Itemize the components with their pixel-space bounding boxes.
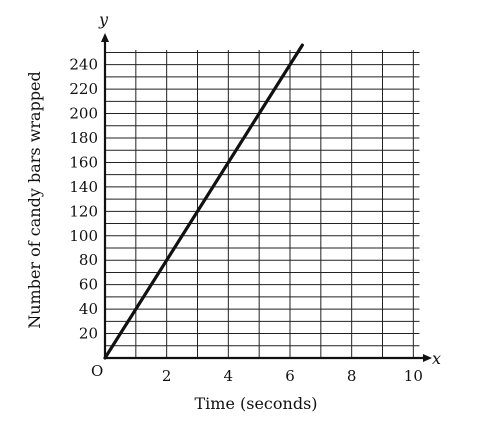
x-axis-title: Time (seconds) — [194, 394, 317, 413]
x-tick-label: 10 — [404, 367, 423, 385]
y-tick-label: 100 — [69, 227, 98, 245]
x-axis-letter: x — [432, 349, 441, 368]
y-axis-title: Number of candy bars wrapped — [25, 71, 44, 329]
y-axis-letter: y — [98, 10, 109, 29]
x-tick-label: 4 — [224, 367, 234, 385]
y-tick-label: 160 — [69, 153, 98, 171]
y-tick-label: 40 — [79, 300, 98, 318]
y-tick-label: 140 — [69, 178, 98, 196]
x-tick-labels: 2 4 6 8 10 — [162, 367, 423, 385]
x-axis-arrow — [423, 354, 432, 362]
y-tick-labels: 20 40 60 80 100 120 140 160 180 200 220 240 — [69, 56, 98, 343]
axes — [101, 33, 432, 362]
grid — [105, 50, 420, 358]
y-tick-label: 220 — [69, 80, 98, 98]
series — [103, 43, 304, 360]
origin-label: O — [91, 362, 103, 380]
y-tick-label: 200 — [69, 105, 98, 123]
y-tick-label: 120 — [69, 202, 98, 220]
x-tick-label: 2 — [162, 367, 172, 385]
series-line — [103, 43, 304, 360]
y-tick-label: 240 — [69, 56, 98, 74]
y-tick-label: 60 — [79, 276, 98, 294]
x-tick-label: 6 — [285, 367, 295, 385]
y-axis-arrow — [101, 33, 109, 42]
y-tick-label: 80 — [79, 251, 98, 269]
y-tick-label: 20 — [79, 325, 98, 343]
x-tick-label: 8 — [347, 367, 357, 385]
y-tick-label: 180 — [69, 129, 98, 147]
